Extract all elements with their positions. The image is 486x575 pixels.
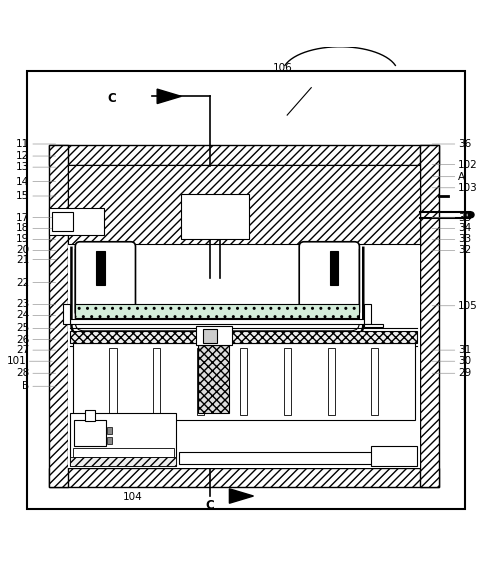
Bar <box>203 329 217 343</box>
Text: 20: 20 <box>17 246 30 255</box>
Polygon shape <box>157 89 181 104</box>
Bar <box>68 164 419 244</box>
Polygon shape <box>229 489 254 503</box>
Bar <box>196 348 204 415</box>
Bar <box>49 208 104 235</box>
Text: 23: 23 <box>17 300 30 309</box>
Bar <box>85 411 95 421</box>
Text: C: C <box>206 499 214 512</box>
Bar <box>284 348 291 415</box>
Bar <box>96 251 104 285</box>
Bar <box>70 413 176 466</box>
Text: 22: 22 <box>17 278 30 288</box>
Text: 28: 28 <box>17 368 30 378</box>
Bar <box>181 194 249 239</box>
Text: 29: 29 <box>458 368 471 378</box>
Text: 106: 106 <box>273 63 292 74</box>
Bar <box>328 348 335 415</box>
Bar <box>179 452 415 464</box>
Text: 101: 101 <box>6 356 26 366</box>
Bar <box>153 348 160 415</box>
Text: 27: 27 <box>17 345 30 355</box>
Text: 30: 30 <box>458 356 471 366</box>
Text: 19: 19 <box>17 235 30 244</box>
Text: 32: 32 <box>458 246 471 255</box>
Text: 104: 104 <box>123 492 143 502</box>
Bar <box>74 420 105 446</box>
Bar <box>106 437 112 444</box>
Bar <box>70 457 176 466</box>
Text: 25: 25 <box>17 323 30 334</box>
Bar <box>109 348 117 415</box>
Bar <box>196 326 232 345</box>
Bar <box>371 348 379 415</box>
Bar <box>75 304 360 318</box>
FancyBboxPatch shape <box>299 242 360 316</box>
Bar <box>73 448 174 457</box>
Text: 13: 13 <box>17 162 30 172</box>
Bar <box>52 212 73 231</box>
Text: A: A <box>458 172 465 182</box>
Bar <box>419 145 439 488</box>
Text: 102: 102 <box>458 160 478 170</box>
Bar <box>364 304 371 324</box>
Text: 12: 12 <box>17 151 30 161</box>
Circle shape <box>468 212 474 218</box>
Text: 103: 103 <box>458 183 478 193</box>
Bar <box>49 145 68 488</box>
Text: 15: 15 <box>17 191 30 201</box>
Bar <box>49 145 439 164</box>
Bar <box>70 331 417 343</box>
Bar <box>49 468 439 488</box>
Text: B: B <box>22 381 30 391</box>
Text: 36: 36 <box>458 139 471 149</box>
Text: 35: 35 <box>458 213 471 223</box>
FancyBboxPatch shape <box>75 242 136 316</box>
Bar <box>198 345 229 413</box>
Text: C: C <box>107 92 116 105</box>
Bar <box>106 427 112 434</box>
Text: 24: 24 <box>17 310 30 320</box>
Text: 17: 17 <box>17 213 30 223</box>
Text: 26: 26 <box>17 335 30 344</box>
Text: 11: 11 <box>17 139 30 149</box>
Bar <box>70 319 364 324</box>
Bar <box>73 343 415 420</box>
Bar <box>240 348 247 415</box>
Text: 105: 105 <box>458 301 478 311</box>
Text: 33: 33 <box>458 235 471 244</box>
Text: 21: 21 <box>17 255 30 264</box>
Bar <box>330 251 338 285</box>
Text: 14: 14 <box>17 177 30 186</box>
Text: 18: 18 <box>17 223 30 233</box>
Bar <box>63 304 70 324</box>
Bar <box>364 324 383 328</box>
Text: 34: 34 <box>458 223 471 233</box>
Bar <box>371 446 417 466</box>
Bar <box>68 164 419 468</box>
Text: 31: 31 <box>458 345 471 355</box>
